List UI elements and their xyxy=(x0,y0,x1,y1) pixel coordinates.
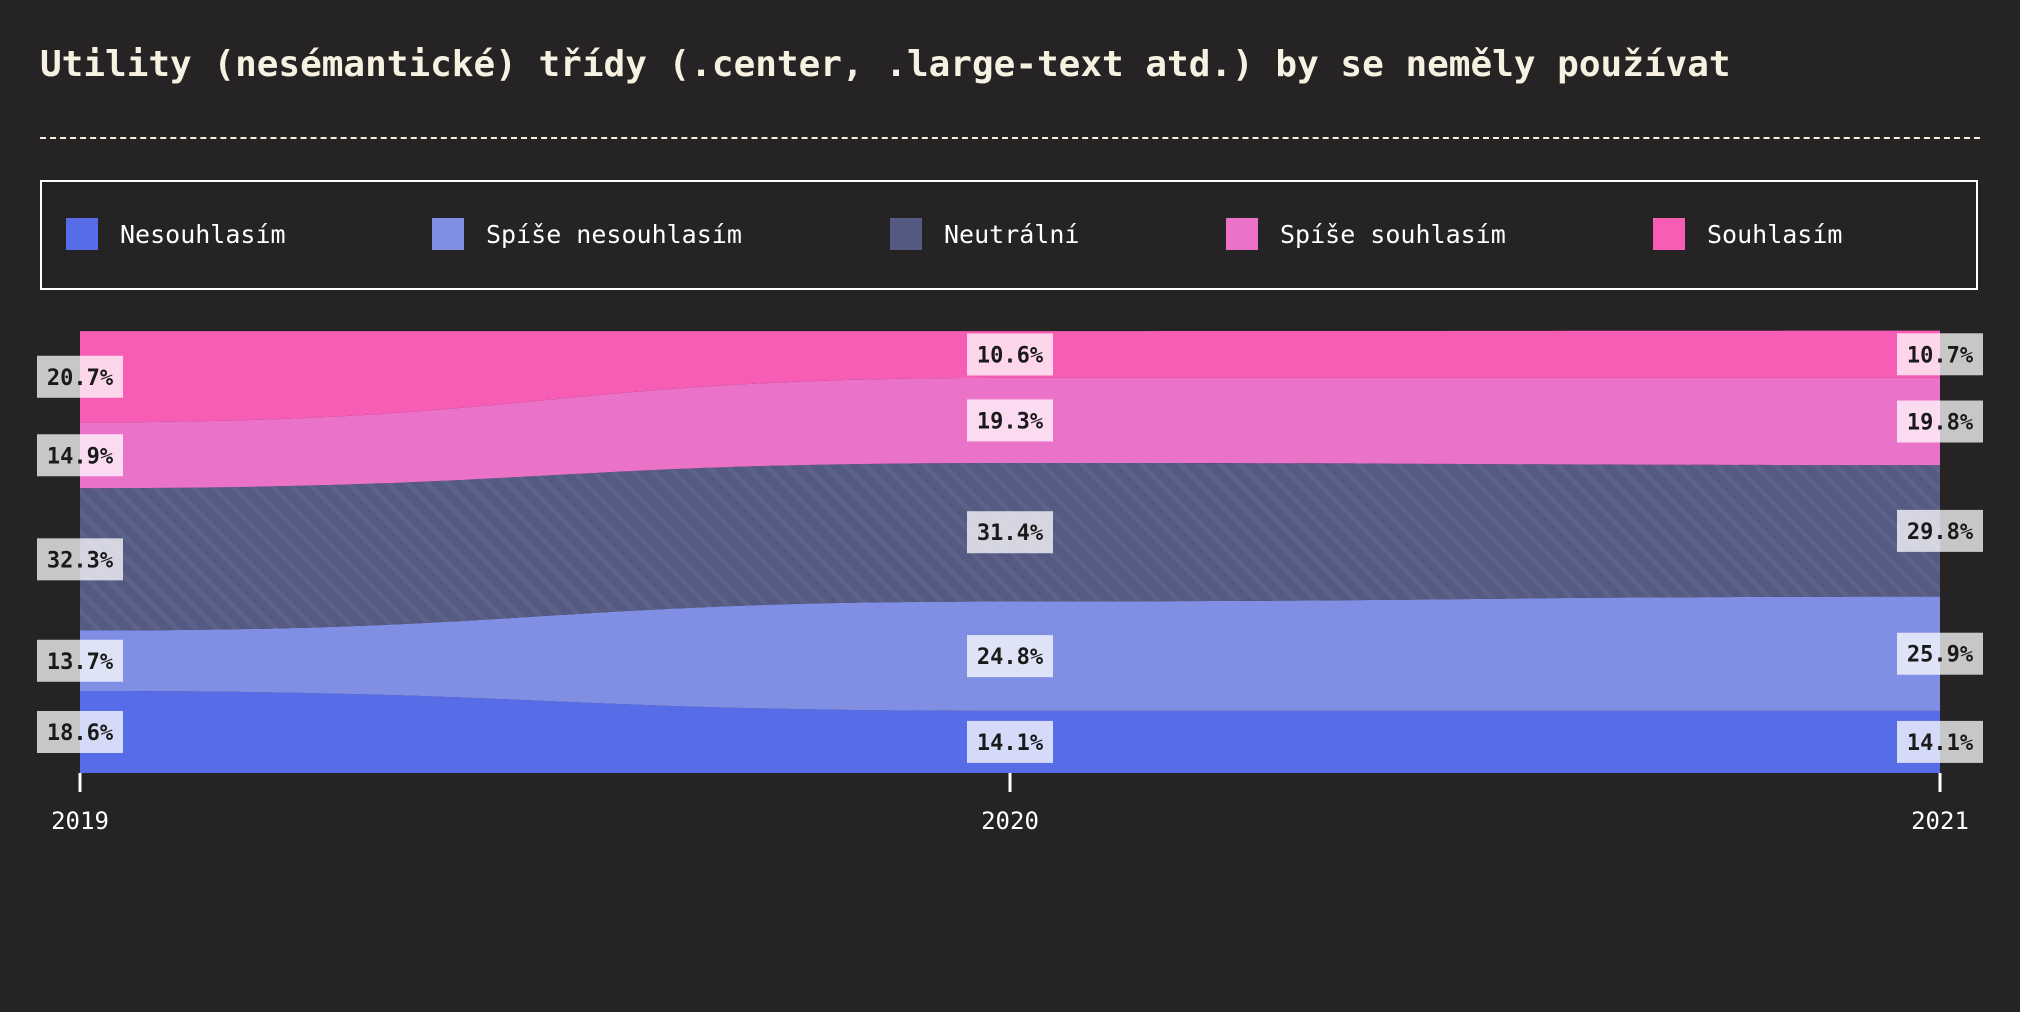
legend-item-souhlasim[interactable]: Souhlasím xyxy=(1653,218,1842,250)
data-label-text: 18.6% xyxy=(47,721,114,746)
x-tick-label-2019: 2019 xyxy=(51,807,109,835)
data-label-box xyxy=(37,639,123,682)
data-label-box xyxy=(967,333,1053,376)
data-label-box xyxy=(1897,400,1983,443)
data-label-box xyxy=(37,434,123,477)
data-label-2020-2: 31.4% xyxy=(967,511,1053,554)
data-label-2019-2: 32.3% xyxy=(37,538,123,581)
data-label-2021-1: 25.9% xyxy=(1897,632,1983,675)
data-label-2020-4: 10.6% xyxy=(967,333,1053,376)
data-label-2020-0: 14.1% xyxy=(967,720,1053,763)
data-label-box xyxy=(1897,720,1983,763)
x-tick-label-2020: 2020 xyxy=(981,807,1039,835)
data-label-box xyxy=(37,538,123,581)
data-label-text: 10.6% xyxy=(977,343,1044,368)
data-label-text: 14.1% xyxy=(1907,731,1974,756)
data-label-text: 24.8% xyxy=(977,645,1044,670)
data-label-2019-4: 20.7% xyxy=(37,355,123,398)
data-label-box xyxy=(967,635,1053,678)
x-tick-label-2021: 2021 xyxy=(1911,807,1969,835)
chart-title: Utility (nesémantické) třídy (.center, .… xyxy=(40,44,1731,85)
legend-label-spise-nesouhlasim: Spíše nesouhlasím xyxy=(486,219,742,249)
data-label-box xyxy=(37,355,123,398)
legend-swatch-spise-nesouhlasim xyxy=(432,218,464,250)
data-label-text: 14.9% xyxy=(47,444,114,469)
legend-label-souhlasim: Souhlasím xyxy=(1707,219,1843,249)
data-label-text: 19.8% xyxy=(1907,411,1974,436)
data-label-2019-3: 14.9% xyxy=(37,434,123,477)
data-label-2020-3: 19.3% xyxy=(967,399,1053,442)
legend-label-nesouhlasim: Nesouhlasím xyxy=(120,219,286,249)
data-label-2021-4: 10.7% xyxy=(1897,333,1983,376)
legend-item-spise-nesouhlasim[interactable]: Spíše nesouhlasím xyxy=(432,218,742,250)
data-label-box xyxy=(1897,509,1983,552)
data-label-2019-0: 18.6% xyxy=(37,710,123,753)
data-label-text: 13.7% xyxy=(47,650,114,675)
data-label-text: 25.9% xyxy=(1907,643,1974,668)
data-label-2020-1: 24.8% xyxy=(967,635,1053,678)
chart-legend: Nesouhlasím Spíše nesouhlasím Neutrální … xyxy=(40,180,1978,290)
data-label-text: 32.3% xyxy=(47,548,114,573)
data-label-box xyxy=(967,720,1053,763)
data-label-box xyxy=(37,710,123,753)
data-label-box xyxy=(967,511,1053,554)
data-label-text: 20.7% xyxy=(47,366,114,391)
data-label-box xyxy=(967,399,1053,442)
data-label-text: 31.4% xyxy=(977,521,1044,546)
legend-label-neutralni: Neutrální xyxy=(944,219,1080,249)
legend-swatch-souhlasim xyxy=(1653,218,1685,250)
data-label-box xyxy=(1897,632,1983,675)
data-label-2021-2: 29.8% xyxy=(1897,509,1983,552)
data-label-2021-0: 14.1% xyxy=(1897,720,1983,763)
data-label-text: 19.3% xyxy=(977,409,1044,434)
data-label-text: 10.7% xyxy=(1907,343,1974,368)
legend-label-spise-souhlasim: Spíše souhlasím xyxy=(1280,219,1506,249)
data-label-text: 14.1% xyxy=(977,731,1044,756)
data-label-text: 29.8% xyxy=(1907,520,1974,545)
legend-item-spise-souhlasim[interactable]: Spíše souhlasím xyxy=(1226,218,1506,250)
legend-item-nesouhlasim[interactable]: Nesouhlasím xyxy=(66,218,286,250)
area-souhlas-m xyxy=(80,330,1940,423)
legend-swatch-neutralni xyxy=(890,218,922,250)
title-divider xyxy=(40,137,1980,139)
data-label-2019-1: 13.7% xyxy=(37,639,123,682)
legend-swatch-spise-souhlasim xyxy=(1226,218,1258,250)
data-label-2021-3: 19.8% xyxy=(1897,400,1983,443)
legend-swatch-nesouhlasim xyxy=(66,218,98,250)
legend-item-neutralni[interactable]: Neutrální xyxy=(890,218,1079,250)
data-label-box xyxy=(1897,333,1983,376)
